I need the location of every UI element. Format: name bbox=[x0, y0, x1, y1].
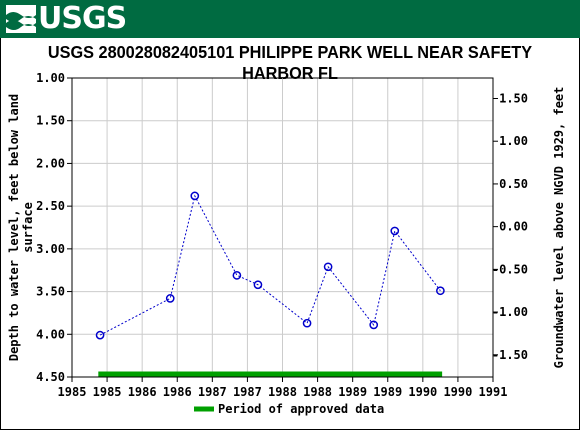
series-line bbox=[99, 194, 441, 336]
data-point bbox=[232, 270, 242, 280]
right-tick-label: 1.50 bbox=[499, 92, 528, 106]
x-tick-label: 1988 bbox=[268, 385, 297, 399]
right-axis: 1.50 1.00 0.50 0.00 -0.50 -1.00 -1.50 bbox=[492, 92, 528, 362]
chart-grid bbox=[72, 78, 493, 377]
x-tick-label: 1987 bbox=[198, 385, 227, 399]
left-tick-label: 1.00 bbox=[36, 71, 65, 85]
data-point bbox=[302, 318, 312, 328]
data-point bbox=[253, 280, 263, 290]
left-axis-label-line: Depth to water level, feet below land bbox=[7, 94, 21, 361]
legend-label-approved: Period of approved data bbox=[218, 402, 384, 416]
x-tick-label: 1988 bbox=[303, 385, 332, 399]
data-point bbox=[436, 286, 445, 296]
left-axis-label: Depth to water level, feet below landsur… bbox=[7, 94, 35, 361]
axis-labels: Depth to water level, feet below landsur… bbox=[7, 87, 566, 369]
x-tick-label: 1990 bbox=[408, 385, 437, 399]
usgs-banner: USGS bbox=[0, 0, 580, 38]
x-tick-label: 1986 bbox=[163, 385, 192, 399]
x-tick-label: 1990 bbox=[443, 385, 472, 399]
usgs-wave-icon bbox=[6, 5, 36, 33]
data-point bbox=[190, 191, 200, 201]
x-tick-label: 1985 bbox=[58, 385, 87, 399]
right-tick-label: -0.50 bbox=[492, 262, 528, 276]
left-tick-label: 4.00 bbox=[36, 327, 65, 341]
right-tick-label: -1.00 bbox=[492, 305, 528, 319]
right-tick-label: 0.00 bbox=[499, 220, 528, 234]
right-tick-label: -1.50 bbox=[492, 348, 528, 362]
usgs-logo-text: USGS bbox=[38, 1, 127, 36]
left-tick-label: 2.00 bbox=[36, 156, 65, 170]
x-tick-label: 1985 bbox=[93, 385, 122, 399]
left-axis-label-line: surface bbox=[21, 202, 35, 253]
data-point bbox=[390, 226, 400, 236]
data-point bbox=[165, 294, 175, 303]
right-tick-label: 1.00 bbox=[499, 134, 528, 148]
x-tick-label: 1987 bbox=[233, 385, 262, 399]
right-tick-label: 0.50 bbox=[499, 177, 528, 191]
legend: Period of approved data bbox=[194, 402, 384, 416]
x-tick-label: 1991 bbox=[479, 385, 508, 399]
left-tick-label: 3.00 bbox=[36, 242, 65, 256]
data-point bbox=[369, 320, 379, 330]
left-tick-label: 3.50 bbox=[36, 285, 65, 299]
series-groundwater bbox=[95, 191, 445, 340]
left-tick-label: 4.50 bbox=[36, 370, 65, 384]
right-axis-label: Groundwater level above NGVD 1929, feet bbox=[552, 87, 566, 369]
data-point bbox=[95, 330, 105, 340]
x-tick-label: 1986 bbox=[128, 385, 157, 399]
x-tick-label: 1989 bbox=[373, 385, 402, 399]
left-tick-label: 1.50 bbox=[36, 114, 65, 128]
left-axis: 1.00 1.50 2.00 2.50 3.00 3.50 4.00 4.50 bbox=[36, 71, 72, 384]
x-tick-label: 1989 bbox=[338, 385, 367, 399]
left-tick-label: 2.50 bbox=[36, 199, 65, 213]
data-point bbox=[323, 262, 333, 272]
x-axis: 1985 1985 1986 1986 1987 1987 1988 1988 1989 1989… bbox=[58, 377, 508, 399]
